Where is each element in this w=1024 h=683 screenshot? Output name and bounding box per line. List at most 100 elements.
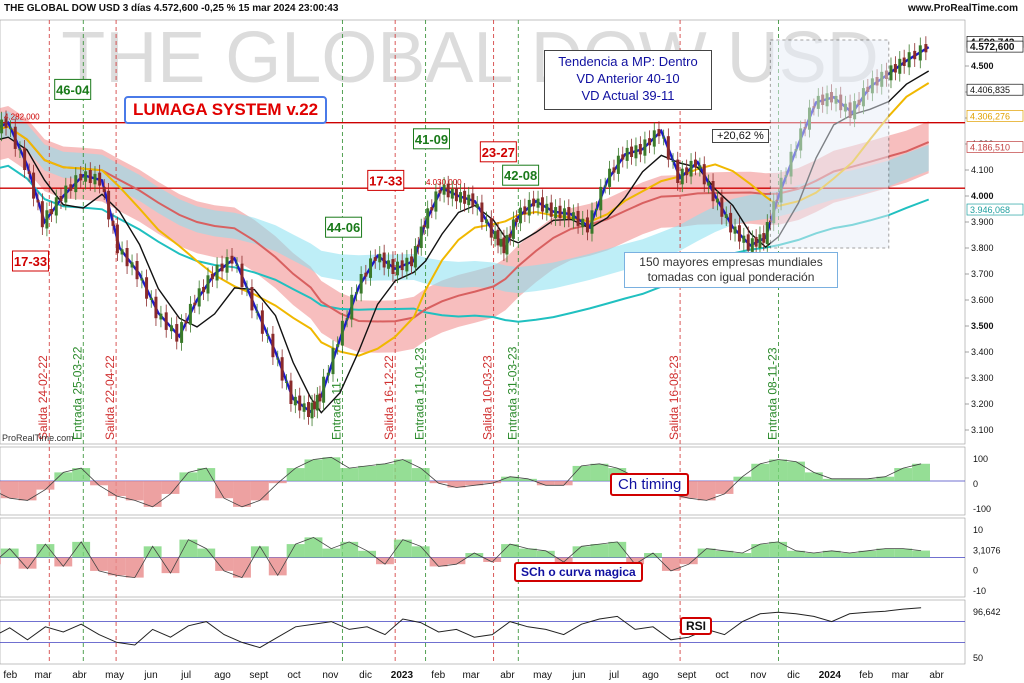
ichimoku-cloud bbox=[0, 106, 929, 353]
timing-label: Ch timing bbox=[610, 473, 690, 496]
indicator-bar bbox=[590, 544, 609, 558]
signal-box-label: 44-06 bbox=[327, 220, 360, 235]
indicator-bar bbox=[626, 557, 645, 565]
signal-label: Salida 16-12-22 bbox=[382, 355, 396, 440]
candle-body bbox=[924, 44, 928, 53]
indicator-bar bbox=[572, 465, 591, 481]
candle-body bbox=[79, 173, 83, 181]
indicator-bar bbox=[376, 557, 394, 565]
candle-body bbox=[184, 320, 188, 324]
signal-label: Entrada 31-03-23 bbox=[505, 346, 519, 440]
indicator-bar bbox=[393, 459, 412, 481]
indicator-bar bbox=[161, 557, 180, 574]
info-line: VD Anterior 40-10 bbox=[576, 71, 680, 86]
candle-body bbox=[518, 207, 522, 224]
candle-body bbox=[69, 184, 73, 191]
candle-body bbox=[107, 190, 111, 220]
candle-body bbox=[50, 209, 54, 215]
x-tick-label: jun bbox=[143, 670, 157, 681]
x-tick-label: oct bbox=[287, 670, 301, 681]
y-tick-label: 3.300 bbox=[971, 373, 994, 383]
indicator-bar bbox=[197, 468, 216, 481]
candle-body bbox=[729, 212, 733, 233]
indicator-bar bbox=[751, 544, 770, 558]
candle-body bbox=[576, 210, 580, 226]
y-tick-label: 3.900 bbox=[971, 217, 994, 227]
candle-body bbox=[298, 395, 302, 411]
candle-body bbox=[410, 256, 414, 267]
candle-body bbox=[318, 393, 322, 402]
candle-body bbox=[527, 199, 531, 216]
signal-box bbox=[367, 169, 405, 191]
highlight-box bbox=[769, 39, 890, 249]
candle-body bbox=[554, 207, 558, 219]
candle-body bbox=[413, 246, 417, 268]
header-site: www.ProRealTime.com bbox=[907, 3, 1018, 14]
candle-body bbox=[515, 218, 519, 222]
indicator-bar bbox=[465, 481, 484, 486]
indicator-bar bbox=[697, 548, 716, 558]
candle-body bbox=[395, 261, 399, 276]
y-tick-label: 4.100 bbox=[971, 165, 994, 175]
candle-body bbox=[493, 231, 497, 239]
candle-body bbox=[188, 303, 192, 325]
candle-body bbox=[149, 298, 153, 300]
candle-body bbox=[130, 262, 134, 268]
x-tick-label: ago bbox=[214, 670, 231, 681]
candle-body bbox=[313, 401, 317, 410]
signal-label: Entrada 08-11-23 bbox=[766, 347, 780, 440]
candle-body bbox=[416, 244, 420, 247]
value-tag: 4.186,510 bbox=[970, 143, 1010, 153]
candle-body bbox=[0, 119, 4, 134]
candle-body bbox=[197, 288, 201, 307]
indicator-bar bbox=[429, 481, 448, 484]
signal-box bbox=[412, 128, 450, 150]
signal-box bbox=[479, 141, 517, 163]
indicator-bar bbox=[608, 541, 627, 558]
candle-body bbox=[4, 118, 8, 128]
candle-body bbox=[225, 257, 229, 273]
candle-body bbox=[612, 167, 616, 173]
candle-body bbox=[599, 186, 603, 211]
candle-body bbox=[180, 322, 184, 343]
y-tick-label: 4.000 bbox=[971, 191, 994, 201]
candle-body bbox=[463, 190, 467, 204]
candle-body bbox=[430, 207, 434, 211]
indicator-bar bbox=[501, 544, 519, 558]
candle-body bbox=[508, 233, 512, 238]
indicator-bar bbox=[358, 465, 377, 481]
candle-body bbox=[438, 190, 442, 194]
candle-body bbox=[505, 235, 509, 255]
indicator-bar bbox=[304, 459, 323, 481]
indicator-bar bbox=[554, 481, 573, 486]
candle-body bbox=[648, 138, 652, 146]
candle-body bbox=[422, 225, 426, 228]
indicator-bar bbox=[90, 481, 108, 486]
candle-body bbox=[405, 257, 409, 272]
y-tick-label: 3.600 bbox=[971, 295, 994, 305]
indicator-bar bbox=[54, 472, 73, 481]
x-tick-label: nov bbox=[322, 670, 338, 681]
candle-body bbox=[293, 396, 297, 406]
candle-body bbox=[523, 206, 527, 215]
candle-body bbox=[471, 193, 475, 207]
candle-body bbox=[666, 136, 670, 160]
candle-body bbox=[689, 160, 693, 177]
candle-body bbox=[698, 165, 702, 169]
candle-body bbox=[907, 52, 911, 68]
candle-body bbox=[898, 58, 902, 74]
note-box: 150 mayores empresas mundiales tomadas c… bbox=[624, 252, 838, 288]
indicator-bar bbox=[322, 457, 341, 481]
indicator-bar bbox=[894, 468, 913, 481]
x-tick-label: dic bbox=[787, 670, 800, 681]
x-tick-label: may bbox=[533, 670, 552, 681]
indicator-bar bbox=[340, 541, 359, 558]
x-tick-label: jun bbox=[571, 670, 585, 681]
x-tick-label: 2024 bbox=[819, 670, 842, 681]
candle-body bbox=[446, 183, 450, 198]
y-tick-label: 4.500 bbox=[971, 61, 994, 71]
x-tick-label: jul bbox=[608, 670, 619, 681]
pct-change-box: +20,62 % bbox=[712, 129, 769, 143]
indicator-bar bbox=[858, 478, 877, 481]
candle-body bbox=[84, 171, 88, 182]
